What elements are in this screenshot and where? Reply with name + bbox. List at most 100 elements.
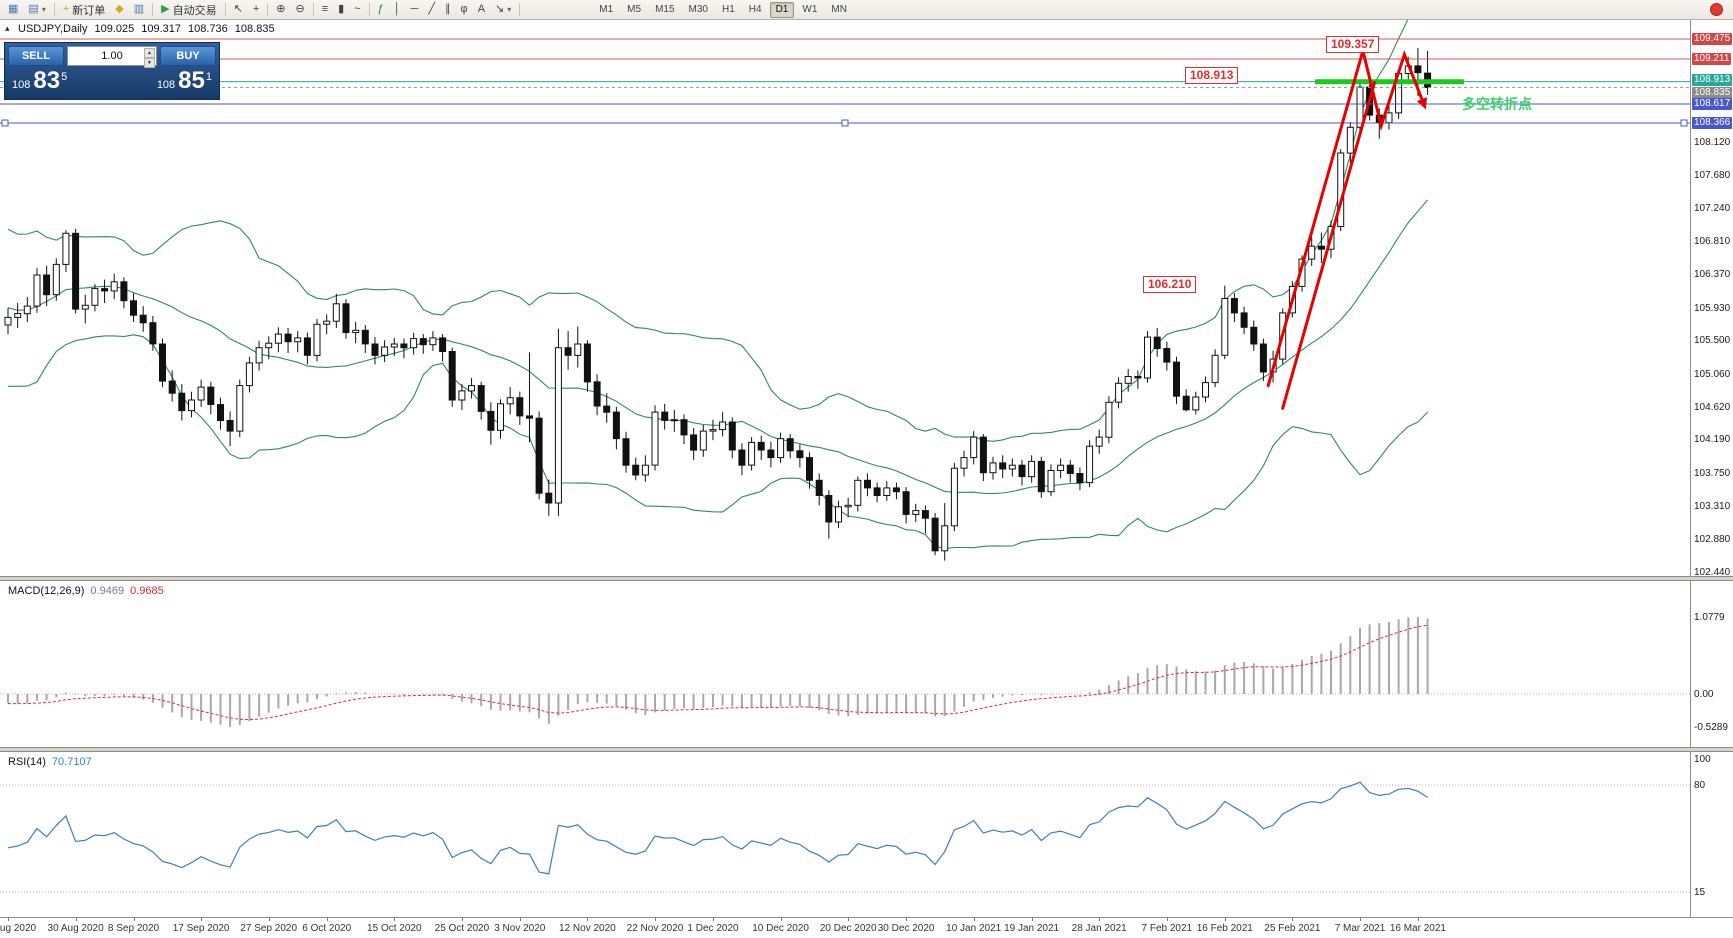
price-annotation[interactable]: 108.913 [1185,67,1239,84]
toolbar-profiles-button[interactable]: ▤ ▾ [23,1,50,18]
price-axis-highlight-label: 108.913 [1692,73,1733,86]
panel-divider[interactable] [0,576,1733,581]
price-axis-label: 102.440 [1694,567,1731,578]
toolbar-zoom-in-button[interactable]: ⊕ [271,1,290,18]
volume-spinner[interactable]: ▲ ▼ [144,48,155,68]
toolbar-horizontal-line-button[interactable]: ─ [406,1,424,18]
time-axis-tick [1360,918,1361,921]
time-axis-label: 17 Sep 2020 [172,923,230,934]
time-axis-tick [587,918,589,921]
toolbar-line-chart-button[interactable]: ~ [349,1,365,18]
toolbar-separator [53,3,55,16]
rsi-indicator-label: RSI(14) 70.7107 [8,756,92,768]
toolbar-new-chart-button[interactable]: ▦ [3,1,23,18]
text-annotation[interactable]: 多空转折点 [1462,96,1532,112]
time-axis-label: 10 Jan 2021 [946,923,1002,934]
timeframe-m15-button[interactable]: M15 [655,4,675,15]
price-axis-label: 105.060 [1694,368,1731,380]
autotrading-label: 自动交易 [172,4,217,17]
channel-icon: ∥ [445,3,451,15]
volume-input[interactable]: 1.00 ▲ ▼ [67,46,157,68]
time-axis-tick [201,918,203,921]
time-axis-tick [906,918,908,921]
time-axis-label: 28 Jan 2021 [1071,923,1127,934]
close-value: 108.835 [234,23,275,35]
price-annotation[interactable]: 106.210 [1143,276,1197,293]
price-axis-label: 105.930 [1694,302,1731,314]
toolbar-crosshair-button[interactable]: + [248,1,264,18]
toolbar-separator [267,3,269,16]
price-axis-label: 1.0779 [1694,612,1725,623]
panel-divider[interactable] [0,747,1733,752]
record-icon[interactable] [1710,3,1723,16]
toolbar-separator [224,3,226,16]
price-annotation[interactable]: 109.357 [1326,36,1380,53]
toolbar-vertical-line-button[interactable]: │ [389,1,406,18]
sell-price[interactable]: 108 83 5 [12,67,68,94]
timeframe-h1-button[interactable]: H1 [721,4,735,15]
buy-button[interactable]: BUY [160,46,216,66]
low-value: 108.736 [188,23,228,35]
indicators-icon: ƒ [377,3,384,15]
toolbar-text-button[interactable]: A [473,1,490,18]
price-axis-label: 102.880 [1694,533,1731,545]
macd-panel-canvas[interactable] [0,581,1690,747]
time-axis-tick [326,918,328,921]
toolbar-autotrading-button[interactable]: ▶ 自动交易 [156,1,221,18]
price-axis-label: 108.120 [1694,136,1731,148]
timeframe-h4-button[interactable]: H4 [748,4,762,15]
toolbar-separator [312,3,314,16]
toolbar-trendline-button[interactable]: ╱ [423,1,440,18]
sell-button[interactable]: SELL [8,46,64,66]
price-axis-label: 103.310 [1694,501,1731,513]
toolbar-arrows-button[interactable]: ↘ ▾ [490,1,516,18]
time-axis-tick [1417,918,1419,921]
buy-price[interactable]: 108 85 1 [156,67,212,94]
timeframe-mn-button[interactable]: MN [831,4,847,15]
fibonacci-icon: φ [460,3,468,15]
timeframe-m30-button[interactable]: M30 [688,4,708,15]
toolbar-cursor-button[interactable]: ↖ [229,1,248,18]
time-axis-tick [655,918,656,921]
toolbar-new-order-button[interactable]: + 新订单 [58,1,110,18]
new-order-label: 新订单 [72,4,106,17]
toolbar-bar-chart-button[interactable]: ≡ [317,1,333,18]
price-axis-highlight-label: 109.475 [1692,33,1733,45]
new-order-icon: + [62,3,70,15]
time-axis-label: 20 Aug 2020 [0,923,37,934]
spin-up-icon[interactable]: ▲ [144,48,155,58]
zoom-in-icon: ⊕ [276,3,286,15]
toolbar-metaeditor-button[interactable]: ◆ [110,1,128,18]
one-click-collapse-icon[interactable]: ▴ [5,23,10,33]
price-axis-label: 104.190 [1694,434,1731,446]
horizontal-line-icon: ─ [410,3,419,15]
price-axis-label: 15 [1694,887,1706,899]
toolbar-market-button[interactable]: ▥ [129,1,149,18]
time-axis-label: 16 Feb 2021 [1196,923,1253,934]
one-click-trading-panel: SELL 1.00 ▲ ▼ BUY 108 83 5 108 85 1 [4,42,220,100]
market-icon: ▥ [133,3,145,15]
main-chart-canvas[interactable] [0,20,1690,576]
toolbar-zoom-out-button[interactable]: ⊖ [290,1,309,18]
timeframe-m1-button[interactable]: M1 [599,4,614,15]
timeframe-w1-button[interactable]: W1 [802,4,818,15]
text-icon: A [477,3,486,15]
open-value: 109.025 [94,23,135,35]
time-axis-tick [8,918,9,921]
price-axis[interactable]: 108.120 107.680 107.240 106.810 106.370 105.9… [1690,20,1733,917]
toolbar-fibonacci-button[interactable]: φ [456,1,473,18]
price-axis-label: 107.680 [1694,170,1731,181]
spin-down-icon[interactable]: ▼ [144,58,155,68]
time-axis-label: 27 Sep 2020 [240,923,298,934]
price-axis-label: 105.500 [1694,335,1731,347]
time-axis-label: 3 Nov 2020 [494,923,546,934]
toolbar-candle-chart-button[interactable]: ▮ [333,1,349,18]
timeframe-d1-button[interactable]: D1 [769,1,795,18]
timeframe-m5-button[interactable]: M5 [627,4,642,15]
time-axis-label: 19 Jan 2021 [1004,923,1060,934]
toolbar-channel-button[interactable]: ∥ [440,1,456,18]
rsi-panel-canvas[interactable] [0,752,1690,917]
toolbar-indicators-button[interactable]: ƒ [373,1,389,18]
